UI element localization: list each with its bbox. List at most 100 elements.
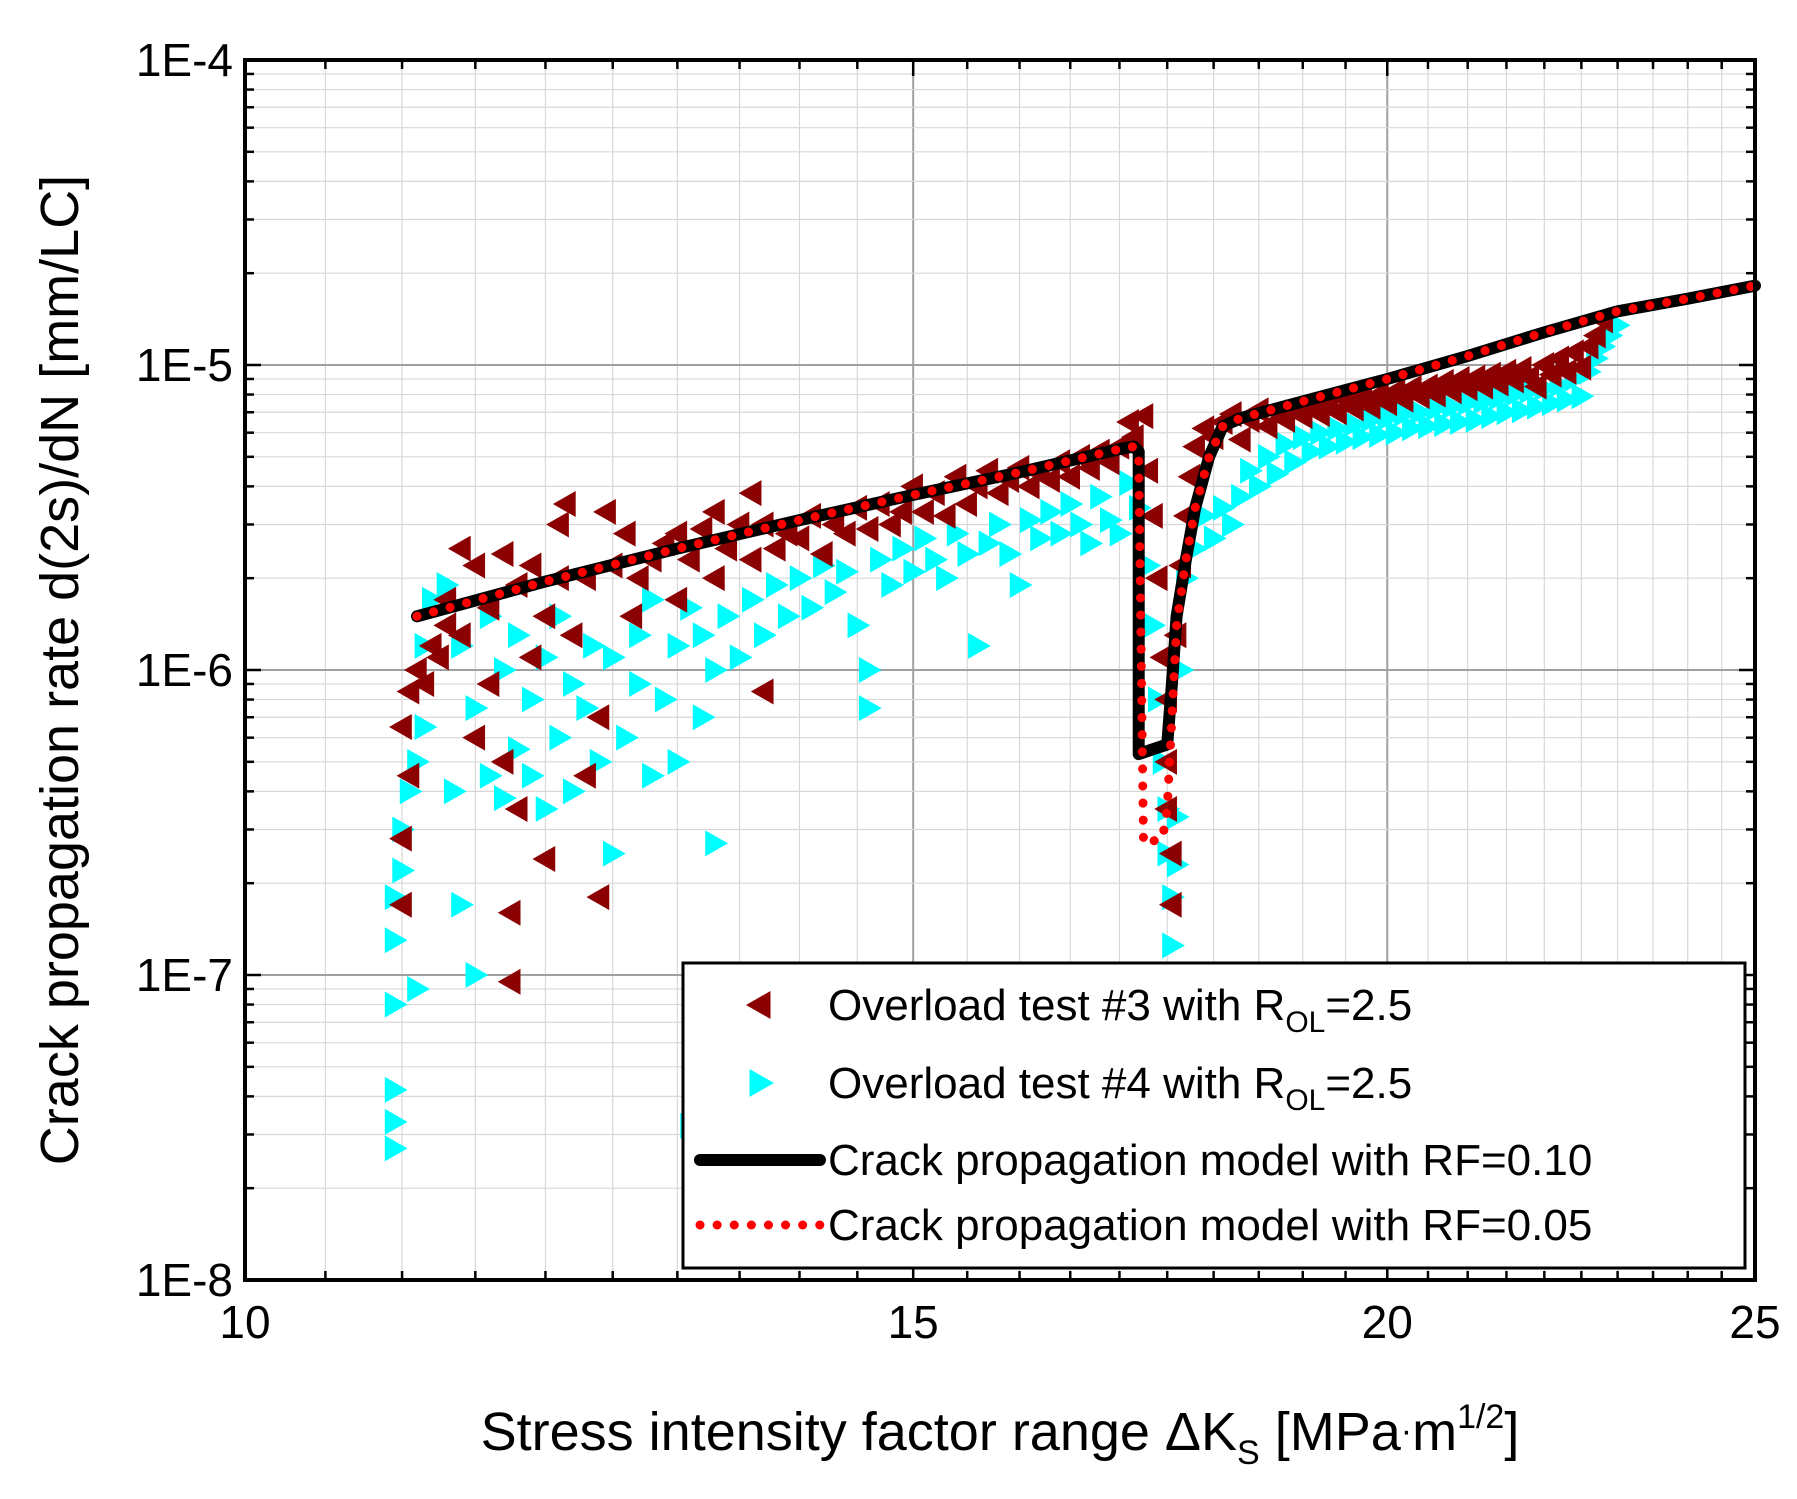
data-point xyxy=(1149,644,1173,671)
data-point xyxy=(858,657,882,683)
data-point xyxy=(414,714,438,741)
data-point xyxy=(1249,473,1272,500)
data-point xyxy=(586,884,610,911)
legend-item-4: Crack propagation model with RF=0.05 xyxy=(695,1201,1592,1250)
data-point xyxy=(1310,419,1333,446)
data-point xyxy=(1143,612,1167,639)
data-point xyxy=(968,632,991,659)
data-point xyxy=(1582,322,1606,349)
legend-marker xyxy=(746,991,771,1019)
data-point xyxy=(504,796,528,823)
data-point xyxy=(642,586,665,613)
data-point xyxy=(766,571,789,598)
series-4 xyxy=(412,281,1760,850)
data-point xyxy=(1182,433,1205,460)
data-point xyxy=(1284,449,1308,476)
data-point xyxy=(612,520,636,547)
data-point xyxy=(1607,312,1631,339)
data-point xyxy=(892,535,916,562)
legend-item-2: Overload test #4 with ROL=2.5 xyxy=(749,1059,1412,1117)
legend-label-suffix: =2.5 xyxy=(1325,1059,1412,1108)
data-point xyxy=(629,670,652,697)
data-point xyxy=(602,644,626,671)
data-point xyxy=(476,670,500,697)
data-point xyxy=(403,657,427,683)
data-point xyxy=(654,686,678,713)
legend-item-1: Overload test #3 with ROL=2.5 xyxy=(746,981,1412,1039)
x-axis-title-main: Stress intensity factor range ΔK xyxy=(481,1402,1237,1462)
data-point xyxy=(777,603,801,630)
data-point xyxy=(832,520,856,547)
data-point xyxy=(625,565,649,592)
data-point xyxy=(957,541,981,568)
data-point xyxy=(518,552,542,579)
x-axis-title-unit-open: [MPa xyxy=(1260,1402,1402,1462)
data-point xyxy=(422,586,445,613)
data-point xyxy=(1080,530,1104,557)
data-point xyxy=(786,525,810,552)
data-point xyxy=(1519,378,1543,405)
y-tick-label: 1E-8 xyxy=(136,1254,233,1306)
axis-tick-labels: 10 15 20 25 1E-8 1E-7 1E-6 1E-5 1E-4 xyxy=(136,34,1781,1348)
data-point xyxy=(384,1108,408,1135)
data-point xyxy=(532,603,556,630)
data-point xyxy=(936,565,959,592)
data-point xyxy=(932,502,956,529)
data-point xyxy=(521,762,545,789)
x-tick-label: 15 xyxy=(888,1296,939,1348)
data-point xyxy=(1426,395,1449,422)
x-axis-title-dot: · xyxy=(1401,1412,1412,1450)
data-point xyxy=(1158,891,1182,918)
data-point xyxy=(616,724,639,751)
data-point xyxy=(1335,428,1359,455)
data-point xyxy=(701,565,725,592)
data-point xyxy=(1099,507,1123,534)
data-point xyxy=(490,541,514,568)
data-point xyxy=(1257,443,1281,470)
data-point xyxy=(664,586,688,613)
data-point xyxy=(1489,384,1512,411)
data-point xyxy=(978,530,1002,557)
data-point xyxy=(642,762,665,789)
data-point xyxy=(521,686,545,713)
data-point xyxy=(705,657,728,683)
legend-label-text: Overload test #4 with R xyxy=(828,1059,1285,1108)
data-point xyxy=(532,846,556,873)
data-point xyxy=(411,670,435,697)
data-point xyxy=(1450,409,1473,436)
y-tick-label: 1E-4 xyxy=(136,34,233,86)
legend-label-text: Overload test #3 with R xyxy=(828,981,1285,1030)
data-point xyxy=(1327,415,1351,442)
data-point xyxy=(1496,399,1520,426)
data-point xyxy=(1434,411,1457,438)
data-point xyxy=(1203,525,1227,552)
data-point xyxy=(593,498,616,525)
legend-label: Overload test #3 with ROL=2.5 xyxy=(828,981,1412,1039)
data-point xyxy=(1070,511,1094,538)
data-point xyxy=(462,552,486,579)
data-point xyxy=(518,644,542,671)
data-point xyxy=(1465,407,1489,434)
data-point xyxy=(1402,415,1425,442)
data-point xyxy=(1410,399,1433,426)
data-point xyxy=(586,704,610,731)
data-point xyxy=(889,498,912,525)
data-point xyxy=(1135,457,1159,484)
data-point xyxy=(676,546,700,573)
data-point xyxy=(701,498,725,525)
data-point xyxy=(836,558,859,585)
data-point xyxy=(1272,407,1296,434)
x-axis-title-close: ] xyxy=(1504,1402,1519,1462)
x-tick-label: 25 xyxy=(1729,1296,1780,1348)
data-point xyxy=(789,565,813,592)
data-point xyxy=(465,695,489,722)
data-point xyxy=(664,520,688,547)
data-point xyxy=(914,525,938,552)
data-point xyxy=(1422,381,1446,408)
data-point xyxy=(1457,390,1481,417)
data-point xyxy=(389,714,412,741)
data-point xyxy=(1177,463,1201,490)
data-point xyxy=(1040,498,1064,525)
series-layer xyxy=(384,279,1761,1162)
